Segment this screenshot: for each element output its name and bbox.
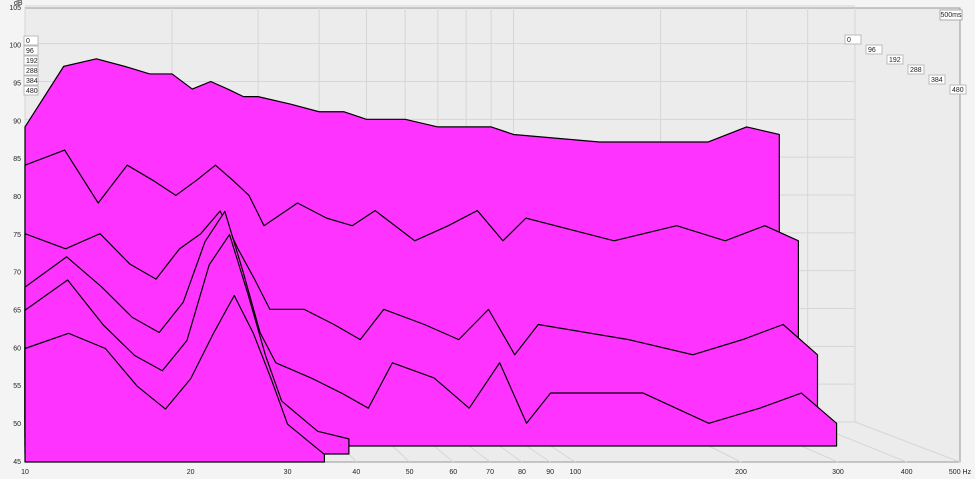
x-tick-label: 60 — [449, 469, 457, 476]
y-tick-label: 90 — [13, 118, 21, 125]
x-tick-label: 200 — [735, 469, 747, 476]
time-tick-box — [886, 54, 904, 65]
x-tick-label: 50 — [406, 469, 414, 476]
time-tick-label: 480 — [952, 87, 964, 94]
x-tick-label: 100 — [569, 469, 581, 476]
time-tick-label: 288 — [26, 68, 38, 75]
time-tick-box — [23, 45, 39, 56]
time-tick-box — [928, 74, 946, 85]
x-tick-label: 500 Hz — [949, 469, 972, 476]
time-tick-label: 96 — [26, 48, 34, 55]
time-tick-box — [23, 75, 39, 86]
x-tick-label: 400 — [901, 469, 913, 476]
y-tick-label: 50 — [13, 421, 21, 428]
x-tick-label: 80 — [518, 469, 526, 476]
x-tick-label: 30 — [284, 469, 292, 476]
time-tick-label: 96 — [868, 47, 876, 54]
y-tick-label: 65 — [13, 308, 21, 315]
time-tick-box — [907, 64, 925, 75]
x-tick-label: 20 — [187, 469, 195, 476]
x-tick-label: 300 — [832, 469, 844, 476]
y-tick-label: 55 — [13, 383, 21, 390]
time-tick-label: 192 — [26, 58, 38, 65]
time-tick-label: 192 — [889, 57, 901, 64]
y-tick-label: 60 — [13, 345, 21, 352]
x-tick-label: 70 — [486, 469, 494, 476]
y-tick-label: 80 — [13, 194, 21, 201]
x-tick-label: 10 — [21, 469, 29, 476]
time-tick-label: 384 — [26, 78, 38, 85]
time-tick-box — [23, 55, 39, 66]
time-tick-box — [23, 35, 39, 46]
time-tick-label: 288 — [910, 67, 922, 74]
time-tick-box — [844, 34, 862, 45]
y-axis-label: dB — [14, 0, 23, 7]
time-tick-label: 0 — [847, 37, 851, 44]
y-tick-label: 85 — [13, 156, 21, 163]
time-tick-box — [23, 65, 39, 76]
y-tick-label: 75 — [13, 232, 21, 239]
y-tick-label: 45 — [13, 459, 21, 466]
time-tick-box — [949, 84, 967, 95]
time-box — [939, 9, 963, 21]
y-tick-label: 70 — [13, 270, 21, 277]
x-tick-label: 40 — [352, 469, 360, 476]
time-tick-label: 384 — [931, 77, 943, 84]
y-tick-label: 100 — [9, 43, 21, 50]
floor-grid-line — [854, 421, 961, 463]
y-tick-label: 95 — [13, 81, 21, 88]
y-tick-label: 105 — [9, 5, 21, 12]
time-tick-label: 480 — [26, 88, 38, 95]
time-label: 500ms — [940, 12, 962, 19]
time-tick-box — [23, 85, 39, 96]
time-tick-label: 0 — [26, 38, 30, 45]
waterfall-slice — [24, 294, 326, 463]
x-tick-label: 90 — [546, 469, 554, 476]
time-tick-box — [865, 44, 883, 55]
